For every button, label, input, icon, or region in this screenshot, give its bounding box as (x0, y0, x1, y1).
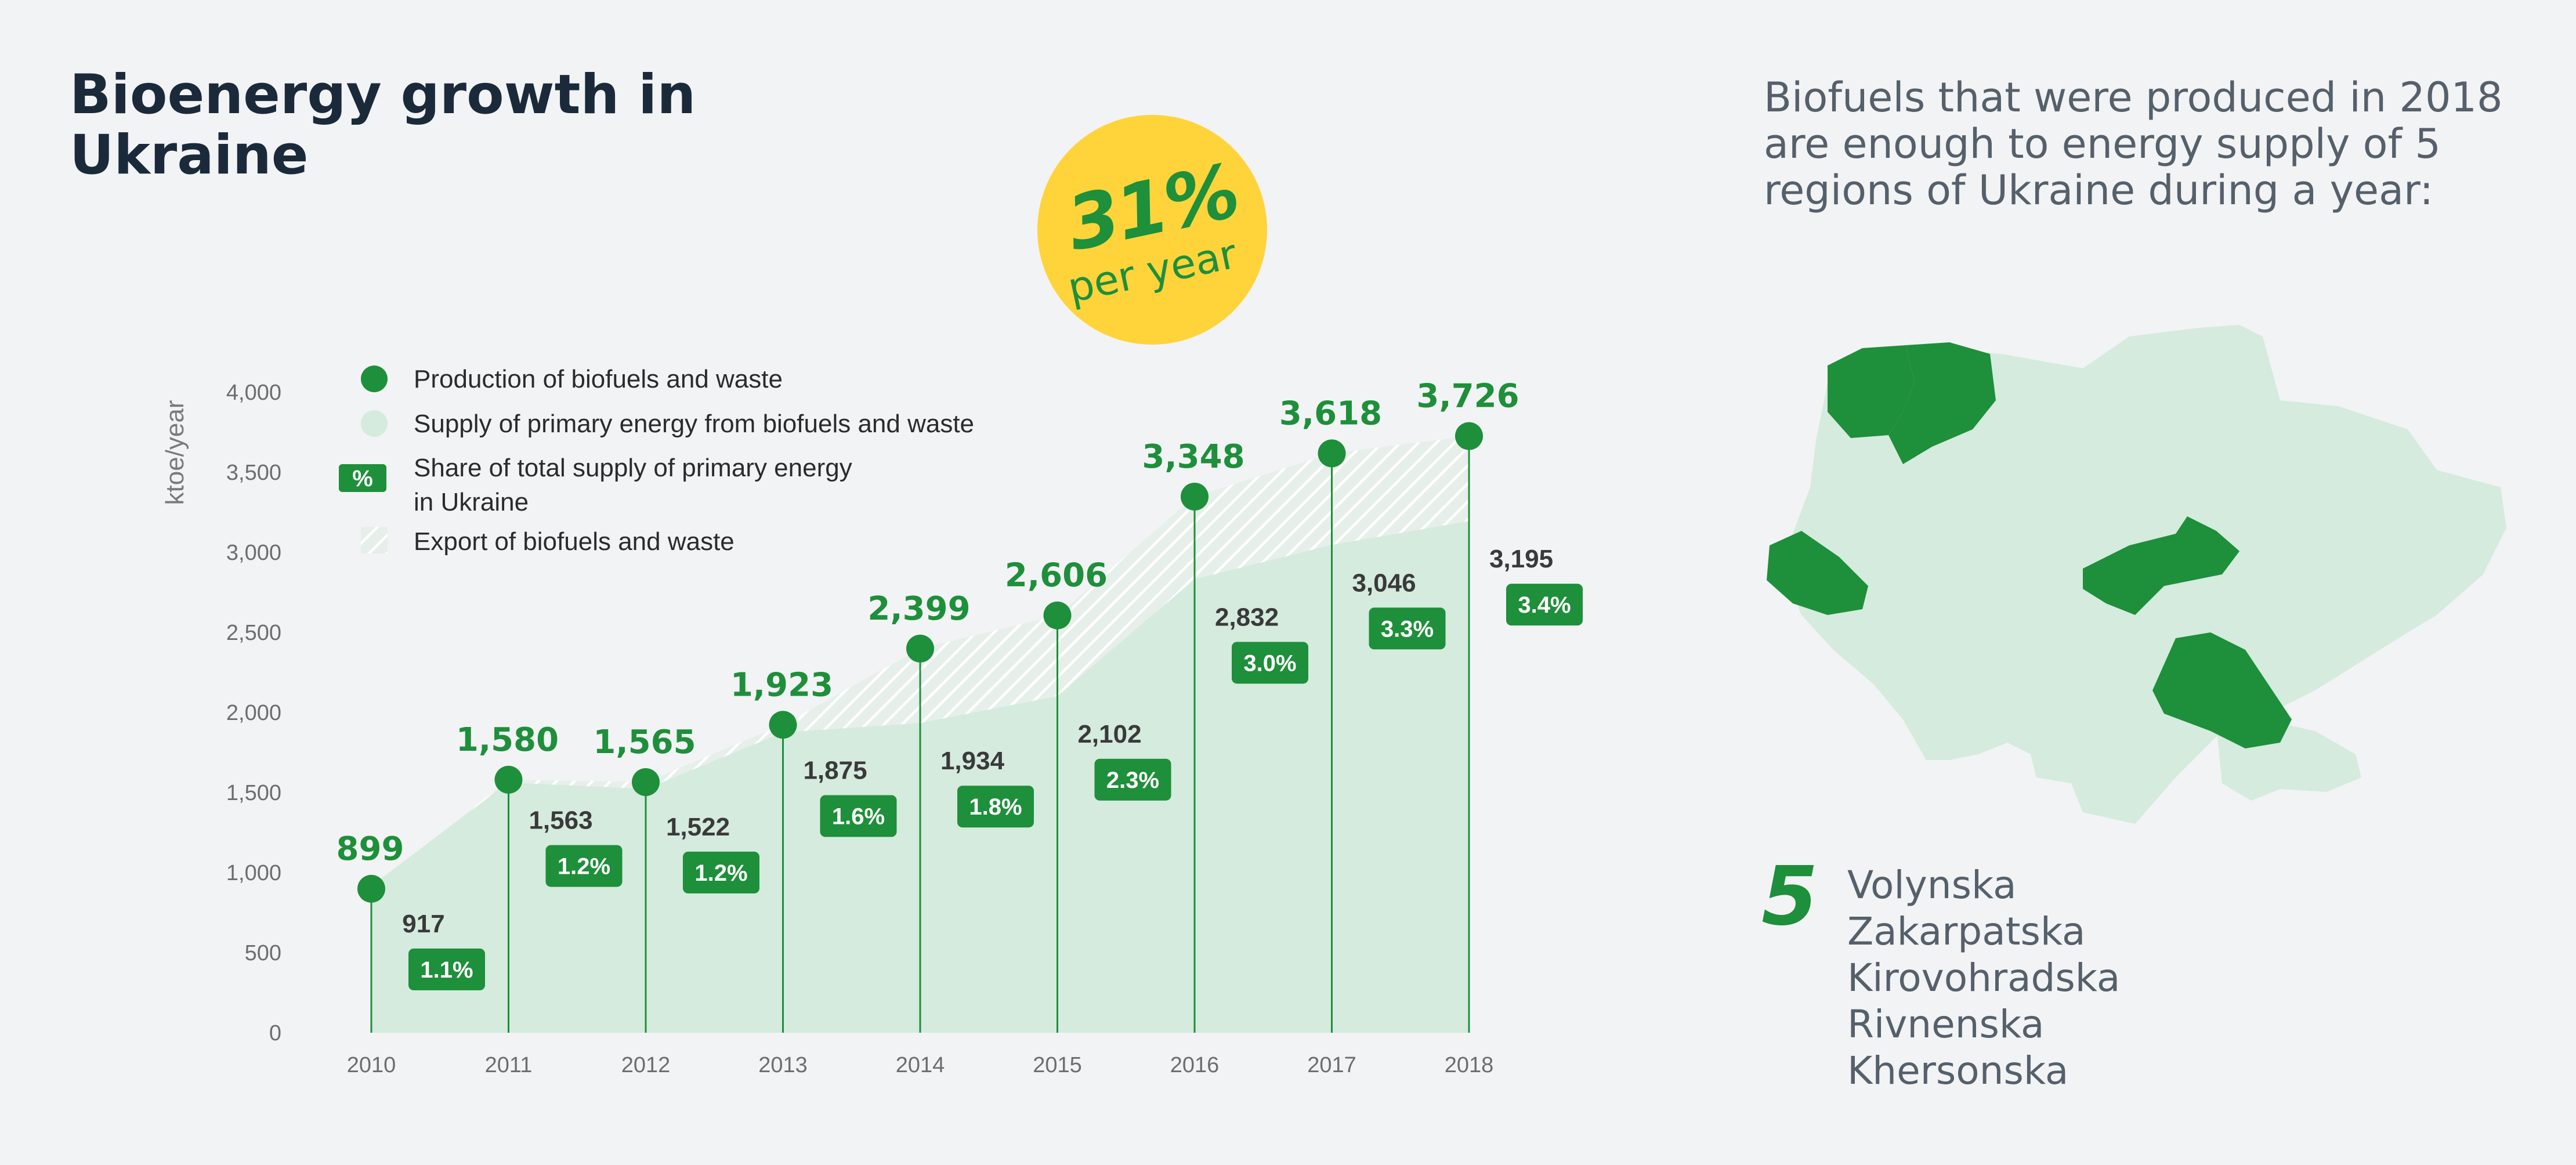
production-label: 2,606 (1005, 557, 1108, 595)
region-khersonska (2152, 632, 2292, 748)
legend-share-line2: in Ukraine (414, 488, 529, 516)
production-label: 899 (337, 830, 404, 868)
production-point (906, 634, 934, 663)
production-point (1318, 439, 1346, 468)
production-point (1043, 601, 1072, 629)
legend-production: Production of biofuels and waste (414, 365, 783, 393)
region-kirovohradska (2083, 516, 2239, 615)
production-point (1455, 422, 1483, 450)
production-label: 1,923 (730, 666, 833, 704)
y-tick-label: 0 (269, 1021, 281, 1045)
production-label: 2,399 (867, 590, 970, 628)
y-tick-label: 4,000 (226, 381, 281, 405)
data-labels: 899 917 1.1% 1,580 1,563 1.2% 1,565 1,522 1.2% 1,… (337, 378, 1583, 990)
region-volynska (1828, 345, 1915, 438)
share-label: 3.0% (1243, 650, 1296, 676)
y-axis: 0 500 1,000 1,500 2,000 2,500 3,000 3,500 4,000 k… (161, 381, 281, 1045)
production-point (1181, 482, 1209, 511)
production-label: 3,726 (1416, 378, 1519, 415)
y-axis-label: ktoe/year (161, 400, 189, 505)
chart-stems (370, 436, 1470, 1033)
share-badge (683, 851, 759, 893)
supply-label: 917 (402, 910, 444, 938)
y-tick-label: 3,500 (226, 461, 281, 485)
legend-share-icon: % (352, 466, 373, 491)
supply-label: 3,195 (1489, 545, 1553, 573)
production-point (357, 874, 385, 903)
share-label: 1.1% (420, 957, 473, 983)
region-item: Volynska (1847, 863, 2017, 907)
region-item: Rivnenska (1847, 1002, 2045, 1047)
legend-export-marker (361, 527, 388, 553)
y-tick-label: 1,500 (226, 781, 281, 805)
x-tick-label: 2015 (1033, 1053, 1082, 1077)
production-label: 3,348 (1142, 438, 1244, 476)
supply-label: 1,522 (666, 813, 730, 841)
x-tick-label: 2013 (758, 1053, 808, 1077)
x-tick-label: 2017 (1307, 1053, 1356, 1077)
region-list: Volynska Zakarpatska Kirovohradska Rivne… (1847, 862, 2120, 1094)
share-badge (1094, 758, 1171, 801)
share-badge (1232, 642, 1308, 684)
supply-label: 1,875 (803, 757, 867, 785)
x-tick-label: 2012 (621, 1053, 671, 1077)
region-zakarpatska (1767, 531, 1868, 615)
x-tick-label: 2014 (896, 1053, 945, 1077)
y-tick-label: 1,000 (226, 861, 281, 885)
growth-rate-badge: 31% per year (1037, 115, 1267, 345)
share-badge (1369, 607, 1446, 650)
production-label: 3,618 (1279, 395, 1382, 432)
legend-share-line1: Share of total supply of primary energy (414, 454, 852, 482)
legend-share-marker (339, 464, 386, 492)
share-label: 1.2% (694, 860, 747, 886)
regions-description: Biofuels that were produced in 2018 are … (1764, 74, 2503, 214)
share-badge (408, 948, 485, 990)
legend-supply-marker (361, 410, 388, 437)
share-badge (545, 845, 623, 887)
x-tick-label: 2016 (1170, 1053, 1220, 1077)
production-point (494, 765, 523, 794)
y-tick-label: 500 (245, 941, 281, 965)
ukraine-map (1767, 325, 2506, 824)
share-label: 1.6% (832, 804, 885, 830)
legend-export: Export of biofuels and waste (414, 527, 735, 556)
production-points (357, 422, 1483, 903)
supply-label: 2,832 (1215, 603, 1279, 631)
y-tick-label: 3,000 (226, 541, 281, 565)
legend-supply: Supply of primary energy from biofuels a… (414, 410, 974, 438)
production-point (769, 711, 797, 739)
production-label: 1,580 (456, 721, 559, 759)
share-badge (820, 795, 897, 837)
page-title: Bioenergy growth in Ukraine (70, 63, 696, 187)
x-axis: 2010 2011 2012 2013 2014 2015 2016 2017 2018 (347, 1053, 1494, 1077)
bioenergy-chart: 0 500 1,000 1,500 2,000 2,500 3,000 3,500 4,000 k… (161, 365, 1583, 1077)
region-item: Zakarpatska (1847, 909, 2086, 954)
production-point (632, 768, 660, 797)
production-label: 1,565 (593, 723, 696, 761)
share-label: 1.8% (969, 794, 1022, 820)
region-item: Khersonska (1847, 1048, 2069, 1093)
legend-production-marker (361, 366, 388, 392)
supply-label: 2,102 (1077, 720, 1141, 748)
supply-label: 1,934 (940, 747, 1005, 775)
x-tick-label: 2018 (1445, 1053, 1494, 1077)
share-badge (957, 786, 1034, 828)
chart-legend: Production of biofuels and waste Supply … (339, 365, 974, 556)
share-label: 3.3% (1381, 616, 1434, 642)
share-label: 2.3% (1106, 768, 1159, 793)
x-tick-label: 2010 (347, 1053, 396, 1077)
share-badge (1506, 584, 1583, 626)
x-tick-label: 2011 (485, 1053, 533, 1077)
supply-label: 1,563 (529, 806, 592, 835)
share-label: 3.4% (1518, 592, 1571, 618)
supply-label: 3,046 (1352, 569, 1416, 597)
region-count: 5 (1761, 849, 1818, 944)
share-label: 1.2% (558, 854, 610, 880)
region-item: Kirovohradska (1847, 956, 2121, 1000)
region-rivnenska (1888, 342, 1996, 464)
y-tick-label: 2,500 (226, 621, 281, 645)
y-tick-label: 2,000 (226, 701, 281, 725)
